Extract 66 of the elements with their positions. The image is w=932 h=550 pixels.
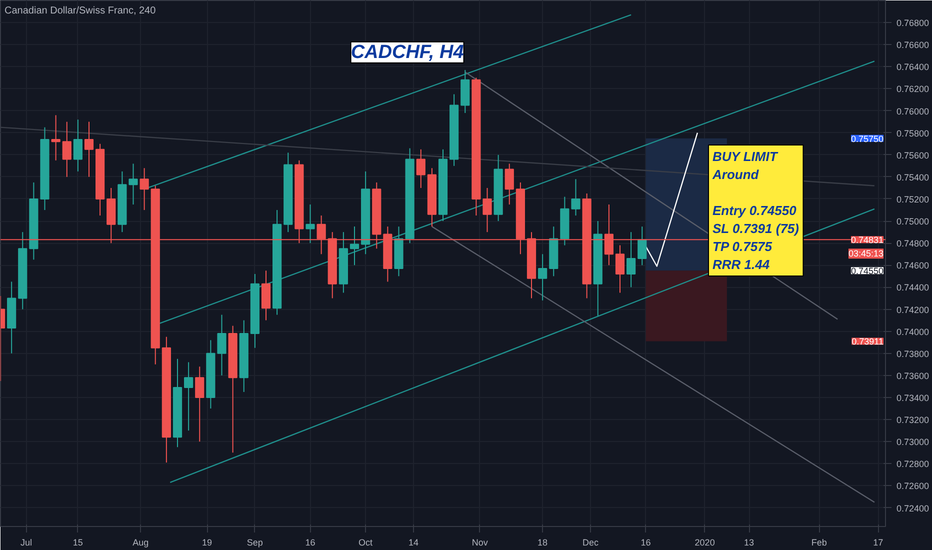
y-tick-label: 0.73600 — [896, 370, 930, 381]
x-tick-label: Dec — [582, 538, 599, 548]
y-tick-label: 0.72600 — [896, 481, 930, 492]
candlestick — [128, 163, 138, 206]
y-tick-label: 0.72400 — [896, 503, 930, 514]
ref-line-label: 0.74831 — [850, 235, 884, 246]
x-tick-label: Nov — [472, 538, 488, 548]
candlestick — [184, 362, 194, 432]
candlestick — [62, 121, 72, 178]
candlestick — [51, 114, 60, 161]
candlestick — [416, 148, 426, 188]
annotation: 0.75750 — [850, 134, 884, 144]
y-tick-label: 0.73400 — [896, 392, 930, 403]
annotation: 0.73911 — [852, 336, 884, 347]
x-tick-label: 16 — [640, 538, 651, 548]
x-tick-label: 17 — [873, 538, 884, 548]
x-tick-label: 16 — [305, 538, 316, 548]
candlestick — [73, 119, 82, 172]
y-tick-label: 0.74600 — [896, 260, 930, 271]
y-tick-label: 0.76400 — [896, 62, 930, 72]
x-tick-label: 19 — [202, 538, 212, 548]
candlestick — [538, 254, 548, 301]
y-tick-label: 0.76800 — [896, 18, 930, 28]
y-tick-label: 0.76600 — [896, 40, 930, 50]
x-tick-label: 15 — [72, 538, 83, 548]
y-tick-label: 0.75400 — [896, 172, 930, 182]
y-tick-label: 0.73200 — [896, 415, 930, 426]
y-tick-label: 0.73800 — [896, 348, 930, 359]
text: BUY LIMIT Around Entry 0.74550 SL 0.7391 (75) TP 0.7575 RRR 1.44 — [712, 148, 799, 272]
x-tick-label: 14 — [408, 538, 419, 548]
candlestick — [140, 168, 149, 211]
candlestick — [306, 204, 315, 244]
y-tick-label: 0.72800 — [896, 459, 930, 470]
candlestick — [571, 178, 580, 216]
candlestick — [615, 244, 625, 294]
candlestick — [84, 121, 94, 178]
y-tick-label: 0.74400 — [896, 282, 930, 293]
annotation: 03:45:13 — [848, 248, 884, 259]
candlestick — [217, 314, 226, 376]
x-tick-label: 18 — [538, 538, 548, 548]
y-tick-label: 0.75000 — [896, 216, 930, 227]
y-tick-label: 0.75200 — [896, 194, 930, 204]
candlestick — [638, 226, 647, 266]
x-tick-label: 2020 — [694, 538, 715, 548]
candlestick — [482, 187, 492, 233]
annotation: 0.74550 — [850, 266, 884, 276]
candlestick — [626, 232, 636, 288]
x-tick-label: Jul — [20, 538, 32, 548]
candlestick — [504, 163, 514, 206]
x-tick-label: Aug — [132, 538, 149, 548]
x-tick-label: Feb — [811, 538, 827, 548]
x-tick-label: Sep — [246, 538, 263, 548]
y-tick-label: 0.74200 — [896, 304, 930, 315]
text: CADCHF, H4 — [350, 42, 464, 63]
candlestick — [350, 226, 360, 266]
y-tick-label: 0.75600 — [896, 150, 930, 160]
x-tick-label: 13 — [744, 538, 754, 548]
y-tick-label: 0.73000 — [896, 437, 930, 448]
x-tick-label: Oct — [358, 538, 374, 548]
y-tick-label: 0.76000 — [896, 106, 930, 116]
y-tick-label: 0.75800 — [896, 128, 930, 138]
y-tick-label: 0.74800 — [896, 238, 930, 249]
candlestick — [195, 366, 204, 442]
text: Canadian Dollar/Swiss Franc, 240 — [4, 6, 156, 16]
y-tick-label: 0.76200 — [896, 84, 930, 94]
y-tick-label: 0.74000 — [896, 326, 930, 337]
